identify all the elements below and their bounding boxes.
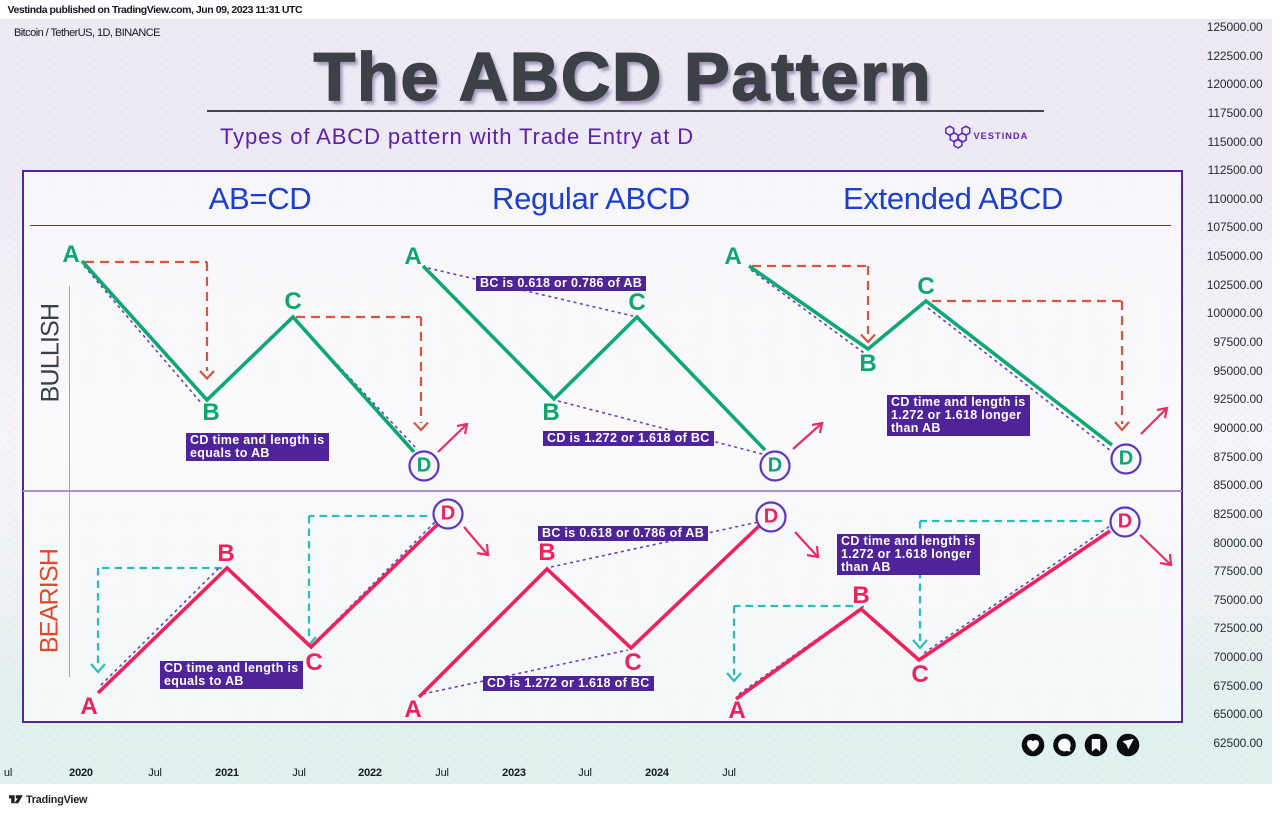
svg-text:VESTINDA: VESTINDA	[974, 131, 1029, 141]
